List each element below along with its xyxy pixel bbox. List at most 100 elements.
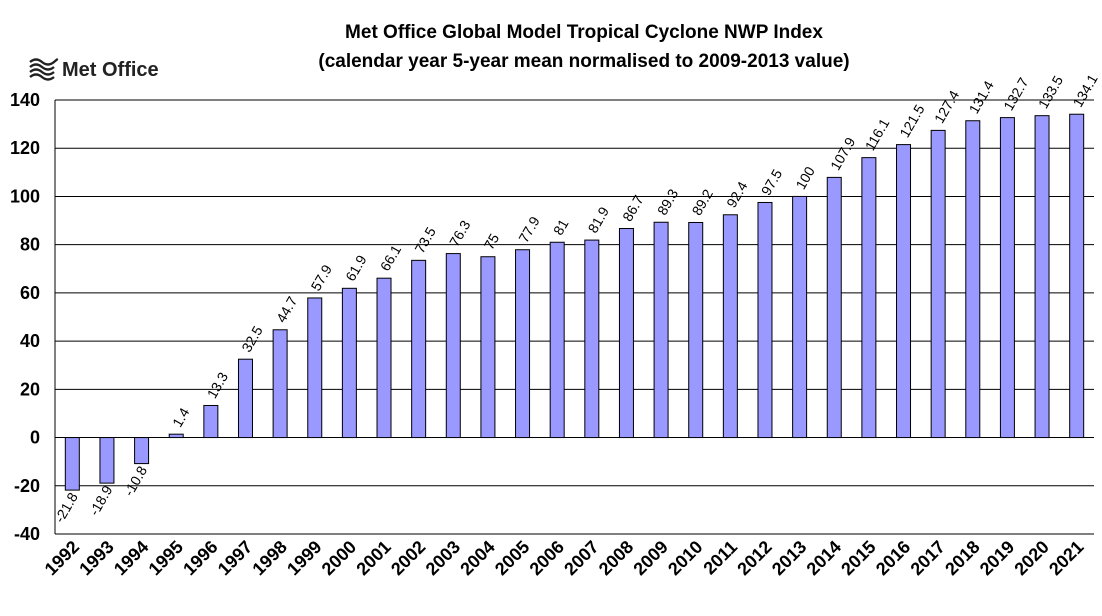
met-office-logo: Met Office: [29, 58, 159, 81]
x-tick-label: 2002: [387, 537, 429, 579]
data-label: -18.9: [86, 482, 116, 518]
x-tick-label: 2003: [422, 537, 464, 579]
bar-2016: [896, 144, 912, 439]
y-tick-label: 100: [10, 186, 40, 206]
data-label: 44.7: [273, 293, 301, 325]
data-label: 116.1: [862, 115, 893, 153]
x-tick-label: 2016: [872, 537, 914, 579]
bar-2017: [930, 129, 946, 439]
bar-1996: [203, 404, 219, 439]
x-tick-label: 1994: [110, 537, 152, 579]
x-tick-label: 2018: [941, 537, 983, 579]
bar-2004: [480, 256, 496, 439]
x-tick-label: 2017: [907, 537, 949, 579]
bar-1995: [168, 433, 184, 439]
data-label: 97.5: [758, 166, 786, 198]
x-tick-label: 1997: [214, 537, 256, 579]
bar-2003: [445, 253, 461, 439]
bar-2008: [618, 228, 634, 439]
bar-1994: [134, 437, 150, 465]
x-tick-label: 2000: [318, 537, 360, 579]
data-label: 107.9: [827, 134, 858, 173]
bar-2000: [341, 287, 357, 439]
x-tick-label: 1993: [75, 537, 117, 579]
x-tick-label: 1995: [145, 537, 187, 579]
data-label: 133.5: [1035, 73, 1066, 112]
bar-2021: [1069, 113, 1085, 439]
bar-2001: [376, 277, 392, 439]
x-tick-label: 2008: [595, 537, 637, 579]
y-tick-label: 80: [20, 235, 40, 255]
x-tick-label: 2015: [837, 537, 879, 579]
bar-2002: [411, 259, 427, 439]
y-tick-label: -40: [14, 524, 40, 544]
y-tick-label: 120: [10, 138, 40, 158]
gridlines: [54, 99, 1094, 535]
y-tick-label: 0: [30, 428, 40, 448]
data-label: 100: [792, 164, 818, 192]
data-label: 1.4: [169, 405, 193, 430]
bar-2005: [515, 249, 531, 439]
x-axis-ticks: 1992199319941995199619971998199920002001…: [41, 537, 1088, 579]
data-label: 89.3: [654, 186, 682, 218]
bar-1997: [237, 358, 253, 439]
y-tick-label: 60: [20, 283, 40, 303]
x-tick-label: 1999: [283, 537, 325, 579]
x-tick-label: 2006: [526, 537, 568, 579]
data-label: 13.3: [204, 369, 232, 401]
data-label: 131.4: [966, 78, 997, 117]
bar-2010: [688, 221, 704, 439]
x-tick-label: 2020: [1010, 537, 1052, 579]
y-tick-label: 140: [10, 90, 40, 110]
y-axis-ticks: -40 -20 0 20 40 60 80 100 120 140: [10, 90, 40, 544]
bar-1998: [272, 329, 288, 439]
data-label: 81: [550, 216, 572, 238]
y-tick-label: 40: [20, 331, 40, 351]
data-label: 132.7: [1000, 75, 1031, 114]
data-label: 89.2: [688, 186, 716, 218]
bar-2007: [584, 239, 600, 439]
x-tick-label: 2012: [733, 537, 775, 579]
chart-subtitle: (calendar year 5-year mean normalised to…: [318, 51, 849, 72]
x-tick-label: 2011: [699, 537, 741, 579]
data-label: 134.1: [1069, 71, 1100, 110]
y-tick-label: -20: [14, 476, 40, 496]
x-tick-label: 2013: [768, 537, 810, 579]
bar-2009: [653, 221, 669, 439]
met-office-waves-icon: [29, 58, 59, 81]
x-tick-label: 1998: [248, 537, 290, 579]
bar-2011: [722, 214, 738, 439]
data-label: 61.9: [342, 252, 370, 284]
data-label: 86.7: [619, 192, 647, 224]
data-label: 73.5: [411, 224, 439, 256]
y-tick-label: 20: [20, 379, 40, 399]
bar-1993: [99, 437, 115, 484]
x-tick-label: 1992: [41, 537, 83, 579]
data-label: -21.8: [51, 489, 81, 525]
bar-1999: [307, 297, 323, 439]
logo-text: Met Office: [62, 59, 159, 81]
bar-2018: [965, 120, 981, 439]
bar-2014: [826, 176, 842, 439]
bar-2006: [549, 241, 565, 439]
bar-2020: [1034, 115, 1050, 439]
data-label: 32.5: [238, 323, 266, 355]
data-label: 77.9: [515, 213, 543, 245]
data-label: 92.4: [723, 178, 751, 210]
bar-1992: [64, 437, 80, 491]
data-label: 66.1: [377, 242, 405, 274]
chart-title: Met Office Global Model Tropical Cyclone…: [345, 22, 823, 43]
x-tick-label: 2010: [664, 537, 706, 579]
data-label: 121.5: [896, 102, 927, 141]
bar-2012: [757, 201, 773, 439]
x-tick-label: 2001: [352, 537, 394, 579]
x-tick-label: 2007: [560, 537, 602, 579]
data-label: 127.4: [931, 87, 962, 126]
x-tick-label: 2014: [803, 537, 845, 579]
data-label: 81.9: [585, 204, 613, 236]
bars: [64, 113, 1085, 491]
x-tick-label: 2009: [629, 537, 671, 579]
data-label: 57.9: [307, 262, 335, 294]
data-label: -10.8: [120, 463, 150, 499]
